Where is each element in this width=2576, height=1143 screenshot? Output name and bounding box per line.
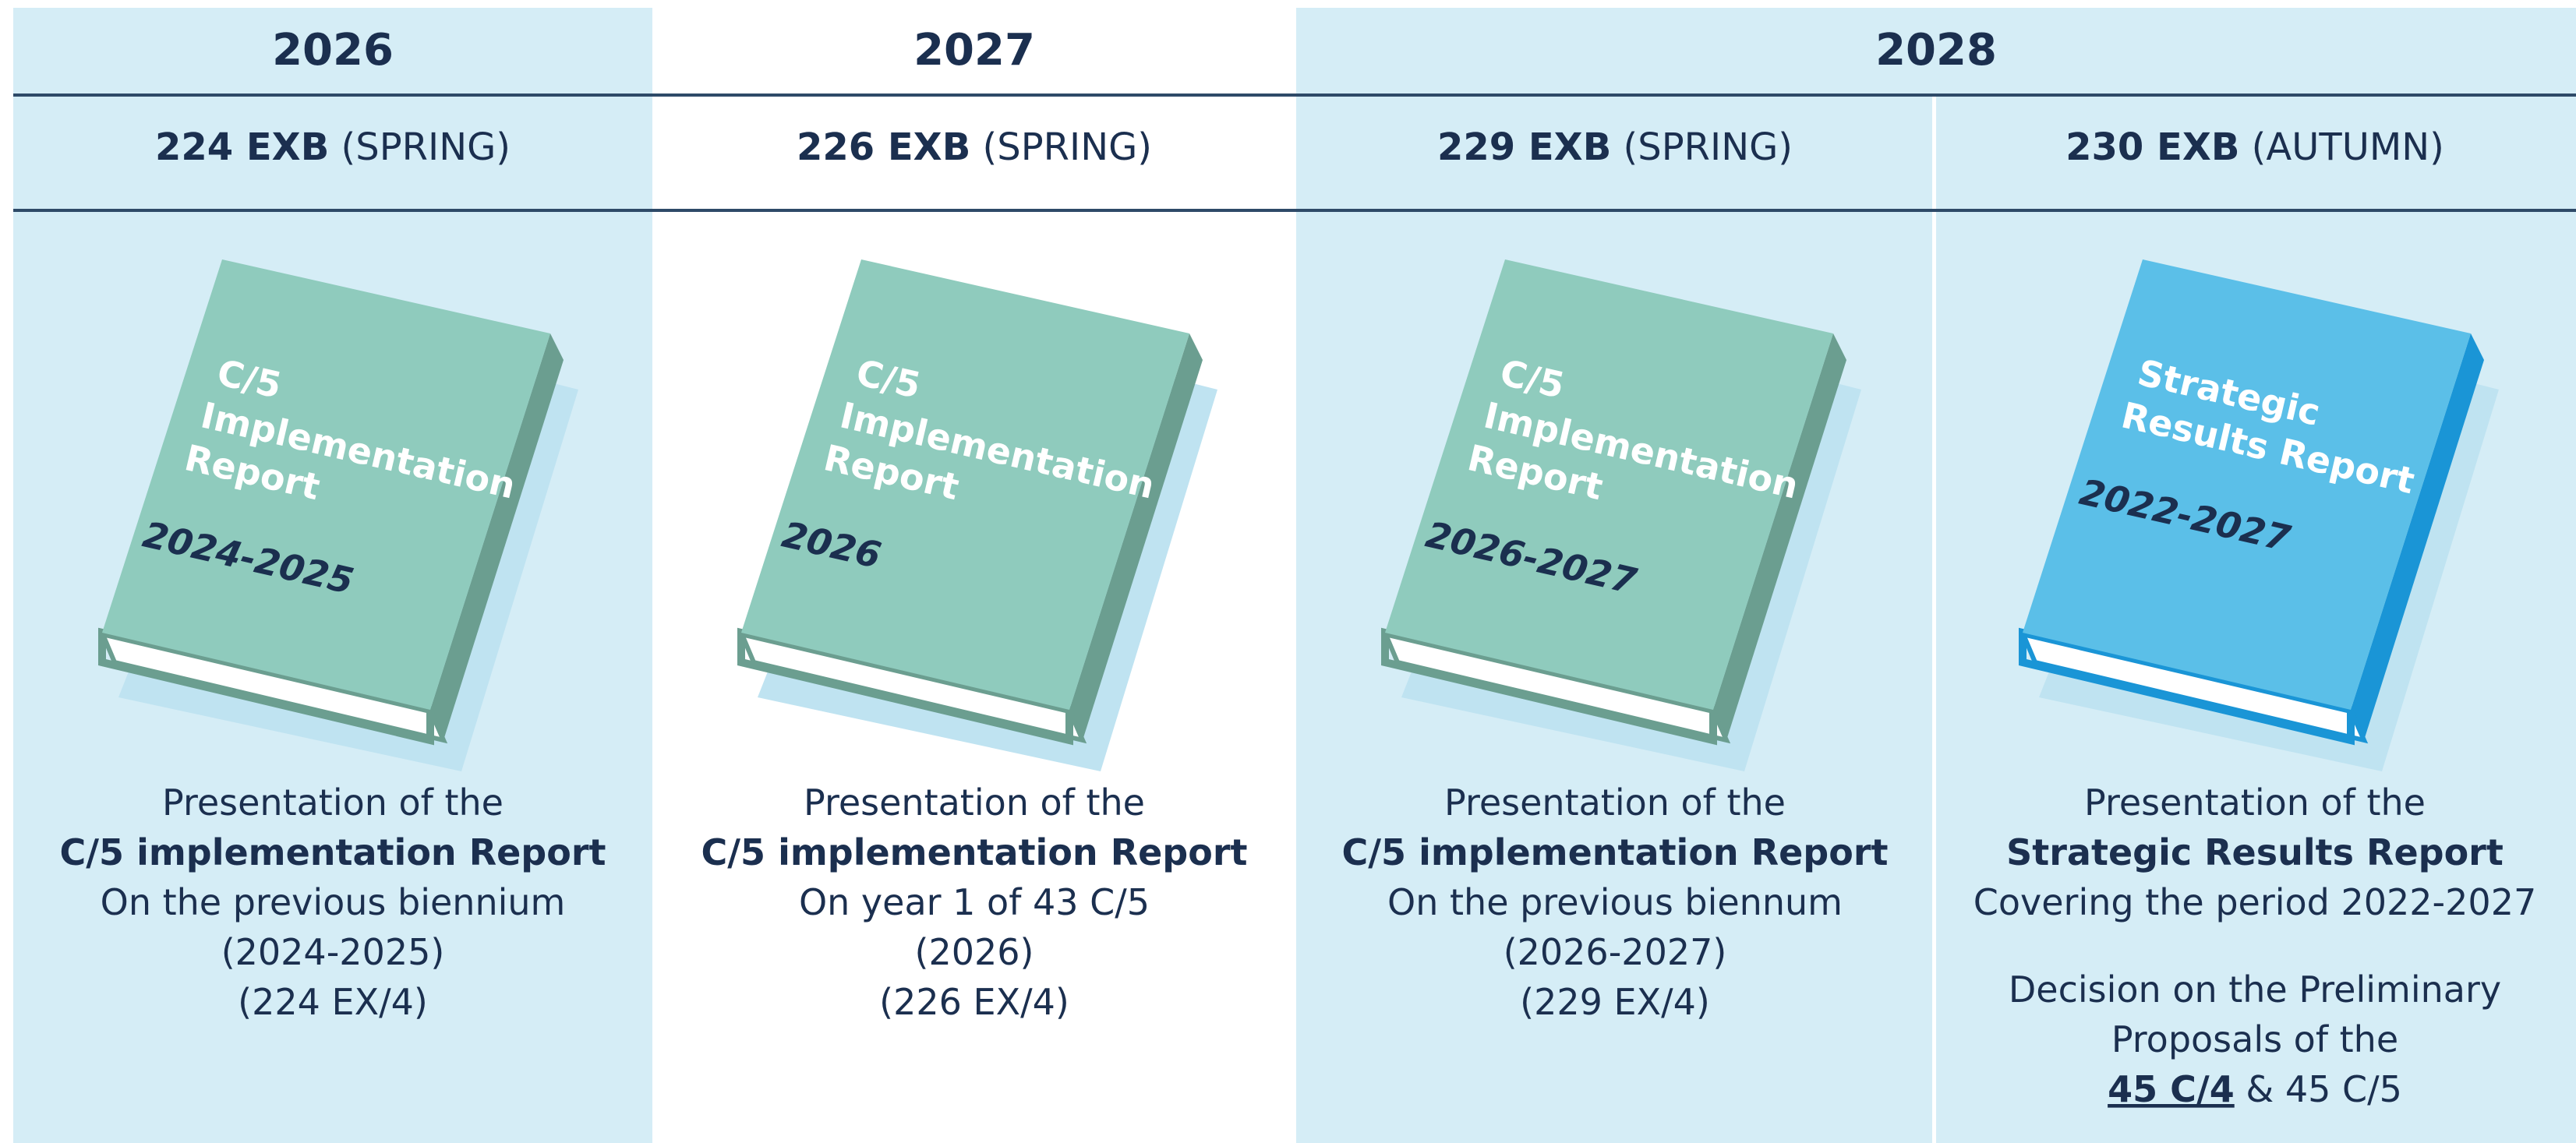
description-line: (2024-2025) bbox=[221, 931, 445, 973]
session-season: (AUTUMN) bbox=[2239, 125, 2443, 169]
description-text: (224 EX/4) bbox=[238, 981, 428, 1023]
description-line: Presentation of the bbox=[804, 781, 1145, 824]
description-line: (2026-2027) bbox=[1504, 931, 1727, 973]
description-line: Presentation of the bbox=[1444, 781, 1786, 824]
session-code: 229 EXB bbox=[1437, 125, 1611, 169]
book-side bbox=[430, 333, 564, 740]
session-label: 226 EXB (SPRING) bbox=[797, 125, 1152, 169]
description-line: Strategic Results Report bbox=[2006, 831, 2504, 873]
description-text: Covering the period 2022-2027 bbox=[1974, 881, 2536, 923]
description-line: (229 EX/4) bbox=[1520, 981, 1710, 1023]
description-line: 45 C/4 & 45 C/5 bbox=[2108, 1068, 2402, 1110]
session-code: 230 EXB bbox=[2065, 125, 2239, 169]
year-label: 2026 bbox=[272, 25, 394, 76]
book-side bbox=[2351, 333, 2484, 740]
description-text: On year 1 of 43 C/5 bbox=[799, 881, 1150, 923]
book-side bbox=[1069, 333, 1203, 740]
description-text: (2026) bbox=[915, 931, 1034, 973]
header-rule bbox=[13, 209, 2576, 212]
description-line: (224 EX/4) bbox=[238, 981, 428, 1023]
description-text: Proposals of the bbox=[2111, 1018, 2398, 1060]
description-line: Decision on the Preliminary bbox=[2009, 968, 2501, 1011]
description-text: On the previous biennum bbox=[1387, 881, 1843, 923]
header-rule bbox=[13, 93, 2576, 97]
session-label: 229 EXB (SPRING) bbox=[1437, 125, 1793, 169]
description-line: (2026) bbox=[915, 931, 1034, 973]
description-text: Presentation of the bbox=[804, 781, 1145, 824]
book-cover bbox=[2023, 259, 2471, 710]
description-text: 45 C/4 bbox=[2108, 1068, 2235, 1110]
description-line: On the previous biennium bbox=[101, 881, 566, 923]
session-season: (SPRING) bbox=[329, 125, 511, 169]
description-line: Presentation of the bbox=[162, 781, 504, 824]
session-code: 226 EXB bbox=[797, 125, 970, 169]
book-spine bbox=[2019, 627, 2355, 746]
session-label: 224 EXB (SPRING) bbox=[155, 125, 511, 169]
description-text: (226 EX/4) bbox=[879, 981, 1069, 1023]
session-label: 230 EXB (AUTUMN) bbox=[2065, 125, 2444, 169]
session-season: (SPRING) bbox=[1611, 125, 1793, 169]
description-line: C/5 implementation Report bbox=[701, 831, 1247, 873]
description-text: Presentation of the bbox=[1444, 781, 1786, 824]
book-cover bbox=[1385, 259, 1833, 710]
description-text: Presentation of the bbox=[2084, 781, 2426, 824]
description-line: Presentation of the bbox=[2084, 781, 2426, 824]
book-spine bbox=[1381, 627, 1717, 746]
description-line: Covering the period 2022-2027 bbox=[1974, 881, 2536, 923]
year-label: 2027 bbox=[913, 25, 1035, 76]
description-text: Strategic Results Report bbox=[2006, 831, 2504, 873]
description-text: & 45 C/5 bbox=[2235, 1068, 2402, 1110]
description-text: On the previous biennium bbox=[101, 881, 566, 923]
description-line: C/5 implementation Report bbox=[1341, 831, 1888, 873]
book-side bbox=[1713, 333, 1846, 740]
description-text: (229 EX/4) bbox=[1520, 981, 1710, 1023]
column-separator bbox=[1932, 95, 1936, 1143]
year-label: 2028 bbox=[1875, 25, 1997, 76]
book-spine bbox=[98, 627, 434, 746]
book-spine bbox=[737, 627, 1073, 746]
description-text: (2026-2027) bbox=[1504, 931, 1727, 973]
session-season: (SPRING) bbox=[970, 125, 1152, 169]
description-line: C/5 implementation Report bbox=[59, 831, 606, 873]
description-text: C/5 implementation Report bbox=[701, 831, 1247, 873]
description-line: On the previous biennum bbox=[1387, 881, 1843, 923]
description-text: Presentation of the bbox=[162, 781, 504, 824]
description-line: Proposals of the bbox=[2111, 1018, 2398, 1060]
session-code: 224 EXB bbox=[155, 125, 329, 169]
book-cover bbox=[741, 259, 1189, 710]
description-line: (226 EX/4) bbox=[879, 981, 1069, 1023]
description-text: Decision on the Preliminary bbox=[2009, 968, 2501, 1011]
description-text: (2024-2025) bbox=[221, 931, 445, 973]
description-text: C/5 implementation Report bbox=[1341, 831, 1888, 873]
description-text: C/5 implementation Report bbox=[59, 831, 606, 873]
description-line: On year 1 of 43 C/5 bbox=[799, 881, 1150, 923]
book-cover bbox=[102, 259, 550, 710]
